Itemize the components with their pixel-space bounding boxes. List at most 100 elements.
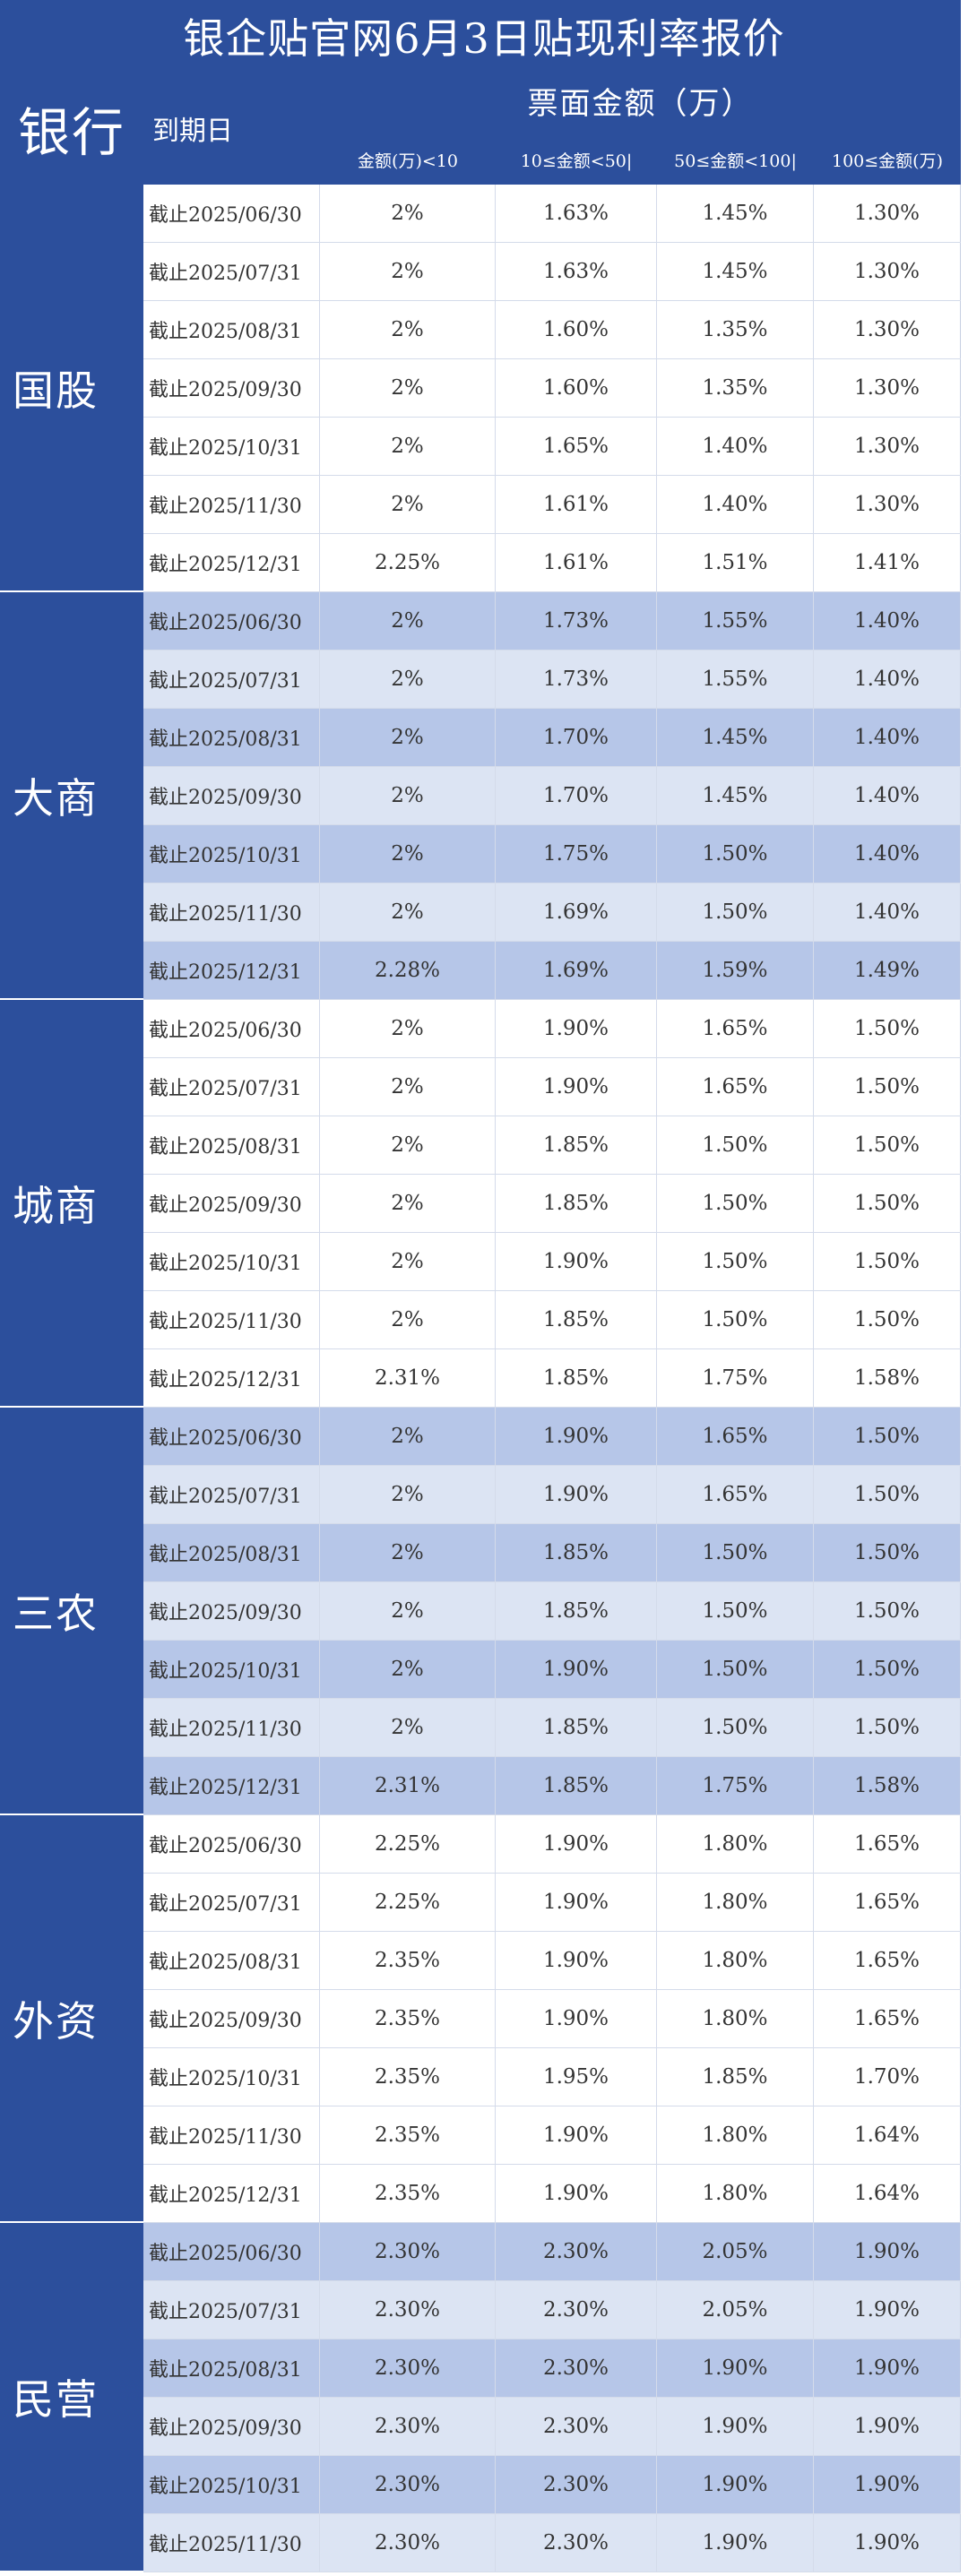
table-row: 截止2025/09/30 2.35% 1.90% 1.80% 1.65% (143, 1990, 961, 2048)
rate-cell: 2% (320, 1466, 496, 1523)
rate-cell: 1.70% (496, 709, 657, 766)
table-row: 截止2025/07/31 2% 1.63% 1.45% 1.30% (143, 243, 961, 301)
rate-cell: 1.50% (814, 1233, 961, 1290)
rate-cell: 1.55% (657, 592, 814, 650)
rate-cell: 1.73% (496, 592, 657, 650)
rate-cell: 1.80% (657, 1932, 814, 1989)
rate-cell: 1.90% (496, 1932, 657, 1989)
bank-group-label: 大商 (0, 592, 143, 1000)
due-date-cell: 截止2025/12/31 (143, 534, 320, 591)
due-date-cell: 截止2025/07/31 (143, 1466, 320, 1523)
table-row: 截止2025/08/31 2.35% 1.90% 1.80% 1.65% (143, 1932, 961, 1990)
rate-cell: 1.40% (814, 592, 961, 650)
bank-group: 城商 截止2025/06/30 2% 1.90% 1.65% 1.50% 截止2025/07… (0, 1000, 961, 1408)
table-row: 截止2025/06/30 2% 1.90% 1.65% 1.50% (143, 1408, 961, 1466)
rate-cell: 2.25% (320, 1815, 496, 1873)
rate-cell: 1.90% (814, 2456, 961, 2513)
rate-cell: 2% (320, 185, 496, 242)
due-date-cell: 截止2025/11/30 (143, 476, 320, 533)
rate-cell: 1.40% (657, 476, 814, 533)
rate-cell: 2.31% (320, 1349, 496, 1407)
due-date-cell: 截止2025/08/31 (143, 1116, 320, 1174)
col-head-ge100: 100≤金额(万) (831, 151, 943, 171)
due-date-cell: 截止2025/11/30 (143, 1699, 320, 1756)
table-row: 截止2025/07/31 2% 1.90% 1.65% 1.50% (143, 1058, 961, 1116)
rate-cell: 1.90% (496, 1990, 657, 2047)
rate-cell: 1.80% (657, 2165, 814, 2222)
table-row: 截止2025/07/31 2.30% 2.30% 2.05% 1.90% (143, 2281, 961, 2339)
rate-cell: 1.80% (657, 1990, 814, 2047)
rate-cell: 1.55% (657, 650, 814, 708)
rate-cell: 1.35% (657, 301, 814, 358)
rate-cell: 1.60% (496, 359, 657, 417)
table-row: 截止2025/07/31 2% 1.73% 1.55% 1.40% (143, 650, 961, 709)
rate-cell: 2.30% (496, 2223, 657, 2280)
rate-cell: 2.05% (657, 2281, 814, 2339)
rate-cell: 1.50% (657, 1699, 814, 1756)
rate-cell: 1.65% (814, 1815, 961, 1873)
due-date-cell: 截止2025/11/30 (143, 883, 320, 941)
rate-cell: 1.50% (814, 1175, 961, 1232)
due-date-cell: 截止2025/08/31 (143, 301, 320, 358)
rate-cell: 1.50% (657, 1641, 814, 1698)
rate-cell: 2.35% (320, 1990, 496, 2047)
due-date-cell: 截止2025/09/30 (143, 767, 320, 824)
rate-cell: 1.50% (657, 1582, 814, 1640)
table-row: 截止2025/10/31 2.30% 2.30% 1.90% 1.90% (143, 2456, 961, 2514)
group-rows: 截止2025/06/30 2% 1.73% 1.55% 1.40% 截止2025/07/3… (143, 592, 961, 1000)
rate-cell: 1.50% (657, 1116, 814, 1174)
bank-group-label: 三农 (0, 1408, 143, 1815)
rate-cell: 2% (320, 1699, 496, 1756)
rate-cell: 2.30% (496, 2514, 657, 2572)
rate-cell: 2% (320, 825, 496, 883)
rate-cell: 2.25% (320, 534, 496, 591)
rate-cell: 1.50% (657, 1175, 814, 1232)
due-date-cell: 截止2025/12/31 (143, 1349, 320, 1407)
rate-cell: 1.61% (496, 476, 657, 533)
due-date-cell: 截止2025/08/31 (143, 1932, 320, 1989)
rate-cell: 1.73% (496, 650, 657, 708)
rate-cell: 1.65% (657, 1000, 814, 1057)
table-row: 截止2025/10/31 2% 1.75% 1.50% 1.40% (143, 825, 961, 883)
rate-cell: 1.90% (496, 2165, 657, 2222)
rate-cell: 1.50% (814, 1524, 961, 1581)
rate-cell: 1.65% (657, 1408, 814, 1465)
rate-cell: 2% (320, 1524, 496, 1581)
rate-cell: 1.50% (657, 1233, 814, 1290)
rate-cell: 1.40% (814, 709, 961, 766)
rate-cell: 1.45% (657, 243, 814, 300)
rate-cell: 1.61% (496, 534, 657, 591)
rate-cell: 1.50% (814, 1291, 961, 1348)
rate-cell: 1.45% (657, 709, 814, 766)
rate-cell: 1.50% (657, 1524, 814, 1581)
rate-cell: 2% (320, 767, 496, 824)
table-row: 截止2025/11/30 2% 1.85% 1.50% 1.50% (143, 1699, 961, 1757)
rate-cell: 1.45% (657, 767, 814, 824)
rate-cell: 2.30% (320, 2339, 496, 2397)
rate-cell: 1.90% (814, 2514, 961, 2572)
due-date-cell: 截止2025/10/31 (143, 418, 320, 475)
table-row: 截止2025/12/31 2.31% 1.85% 1.75% 1.58% (143, 1349, 961, 1408)
col-head-lt10: 金额(万)<10 (358, 151, 458, 171)
rate-cell: 1.30% (814, 359, 961, 417)
rate-cell: 2.35% (320, 2165, 496, 2222)
rate-cell: 1.80% (657, 1815, 814, 1873)
col-head-10-50: 10≤金额<50| (520, 151, 633, 171)
amount-header: 票面金额（万） 金额(万)<10 10≤金额<50| 50≤金额<100| 10… (320, 72, 961, 185)
rate-cell: 1.63% (496, 243, 657, 300)
rate-cell: 1.75% (657, 1349, 814, 1407)
due-date-cell: 截止2025/11/30 (143, 2106, 320, 2164)
rate-cell: 1.75% (496, 825, 657, 883)
rate-cell: 1.41% (814, 534, 961, 591)
rate-cell: 1.40% (814, 650, 961, 708)
table-row: 截止2025/10/31 2.35% 1.95% 1.85% 1.70% (143, 2048, 961, 2106)
rate-cell: 2.30% (496, 2456, 657, 2513)
table-row: 截止2025/09/30 2.30% 2.30% 1.90% 1.90% (143, 2398, 961, 2456)
rate-cell: 1.85% (496, 1699, 657, 1756)
table-row: 截止2025/12/31 2.31% 1.85% 1.75% 1.58% (143, 1757, 961, 1815)
table-row: 截止2025/07/31 2.25% 1.90% 1.80% 1.65% (143, 1874, 961, 1932)
bank-group-label: 国股 (0, 185, 143, 592)
rate-cell: 2.30% (496, 2339, 657, 2397)
due-date-cell: 截止2025/09/30 (143, 1175, 320, 1232)
